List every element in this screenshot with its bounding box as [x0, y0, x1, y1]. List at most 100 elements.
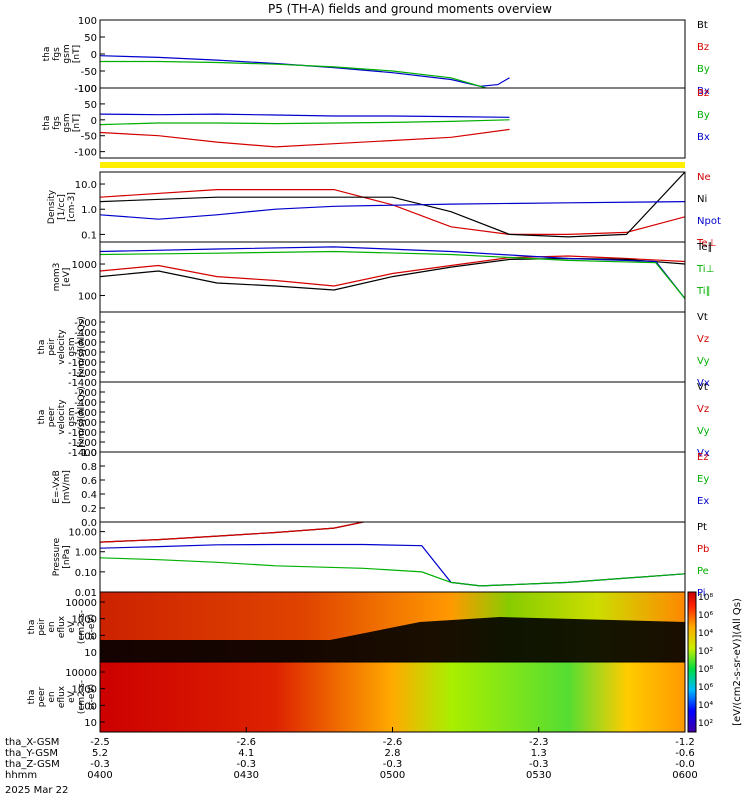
y-tick-label: 0.1: [81, 230, 97, 241]
legend-Bx: Bx: [697, 132, 710, 143]
plot-title: P5 (TH-A) fields and ground moments over…: [268, 2, 552, 16]
panels: 100500-50-100thafgsgsm[nT]BtBzByBx100500…: [27, 16, 743, 733]
legend-Bt: Bt: [697, 20, 708, 31]
series-line-Bz: [100, 128, 510, 148]
y-tick-label: 1.0: [81, 448, 97, 459]
panel-frame: [99, 87, 686, 159]
legend-Npot: Npot: [697, 216, 721, 227]
x-axis: [99, 727, 686, 732]
panel-density: 10.0 1.0 0.1 Density[1/cc][cm-3] Ne Ni Npot Te⊥: [47, 171, 721, 249]
orbit-row-label: tha_Y-GSM: [5, 748, 58, 759]
legend-Ez: Ez: [697, 452, 709, 463]
legend-Bx: Bx: [697, 86, 710, 97]
y-tick-label: -200: [74, 318, 97, 329]
y-tick-label: 10: [84, 648, 97, 659]
y-tick-label: 0: [91, 50, 97, 61]
series-line-Bx: [100, 113, 510, 118]
series-line-Npot: [100, 201, 685, 220]
orbit-value: 0600: [672, 770, 697, 781]
y-tick-label: 10000: [65, 598, 97, 609]
legend-Vy: Vy: [697, 426, 710, 437]
colorbar-tick-lower: 10⁴: [698, 701, 713, 711]
orbit-value: -0.3: [529, 759, 549, 770]
y-tick-label: -800: [74, 418, 97, 429]
panel-peer_spec: 10000 1000 100 10 thapeerenefluxeV(cm2-s-sr-…: [27, 661, 686, 733]
orbit-value: -2.5: [90, 737, 110, 748]
y-tick-label: 1.0: [81, 205, 97, 216]
legend-Pe: Pe: [697, 566, 709, 577]
y-tick-label: -200: [74, 388, 97, 399]
orbit-value: 5.2: [92, 748, 108, 759]
legend-By: By: [697, 110, 710, 121]
y-tick-label: 50: [84, 33, 97, 44]
series-line-Ti∥: [100, 250, 685, 299]
y-tick-label: 1000: [72, 260, 97, 271]
panel-temp: 1000 100 mom3[eV] Te∥ Ti⊥ Ti∥: [52, 241, 714, 313]
y-tick-label: -1200: [68, 438, 97, 449]
y-tick-label: 10.00: [68, 528, 97, 539]
legend-Bz: Bz: [697, 88, 709, 99]
colorbar-tick-upper: 10⁸: [698, 593, 713, 603]
colorbar-tick-upper: 10⁶: [698, 611, 713, 621]
series-line-Pt: [100, 522, 364, 543]
series-line-Te∥: [100, 257, 685, 291]
y-tick-label: 0.0: [81, 518, 97, 529]
series-line-Ti⊥: [100, 246, 685, 299]
legend-Ey: Ey: [697, 474, 709, 485]
y-tick-label: 10: [84, 718, 97, 729]
orbit-value: -1.2: [675, 737, 695, 748]
legend-Ne: Ne: [697, 172, 711, 183]
colorbar: 10⁸ 10⁶ 10⁴ 10² 10⁸ 10⁶ 10⁴ 10² [eV/(cm2-s-sr-eV…: [687, 591, 743, 733]
y-tick-label: 0.6: [81, 476, 97, 487]
y-tick-label: 100: [78, 292, 97, 303]
y-tick-label: 0.4: [81, 490, 97, 501]
y-axis-label: thapeirvelocitygsm[km/s](All Qs): [37, 316, 87, 378]
y-tick-label: 1000: [72, 685, 97, 696]
legend-Te∥: Te∥: [696, 242, 713, 253]
legend-Vt: Vt: [697, 382, 708, 393]
y-tick-label: -100: [74, 84, 97, 95]
y-axis-label: thapeerenefluxeV(cm2-s-sr-eV): [27, 680, 97, 714]
legend-Ti⊥: Ti⊥: [696, 264, 714, 275]
legend-Pb: Pb: [697, 544, 709, 555]
panel-frame: [99, 19, 686, 89]
panel-peir_spec: 10000 1000 100 10 thapeirenefluxeV(cm2-s-sr-…: [27, 591, 686, 663]
y-tick-label: -50: [81, 132, 97, 143]
panel-frame: [99, 451, 686, 523]
legend-By: By: [697, 64, 710, 75]
legend-Vz: Vz: [697, 334, 709, 345]
y-tick-label: -400: [74, 328, 97, 339]
y-tick-label: -1400: [68, 378, 97, 389]
colorbar-tick-upper: 10⁴: [698, 629, 713, 639]
y-tick-label: 1.00: [75, 548, 97, 559]
panel-frame: [99, 171, 686, 243]
y-tick-label: -100: [74, 148, 97, 159]
y-tick-label: -1000: [68, 428, 97, 439]
panel-frame: [99, 311, 686, 383]
status-bar-fill: [100, 162, 685, 168]
y-tick-label: -600: [74, 408, 97, 419]
panel-efield: 1.0 0.8 0.6 0.4 0.2 0.0 E=-VxB[mV/m] Ez Ey Ex: [52, 448, 709, 529]
y-tick-label: -400: [74, 398, 97, 409]
orbit-value: -2.6: [383, 737, 403, 748]
panel-peer_vel: -200-400-600-800-1000-1200-1400thapeerve…: [37, 381, 710, 459]
series-line-By: [100, 60, 487, 88]
orbit-value: -0.0: [675, 759, 695, 770]
series-line-Pe: [100, 557, 685, 587]
orbit-value: -0.3: [383, 759, 403, 770]
legend-Pi: Pi: [697, 588, 706, 599]
colorbar-tick-lower: 10⁶: [698, 683, 713, 693]
y-tick-label: 0.8: [81, 462, 97, 473]
series-line-Ne: [100, 189, 685, 235]
legend-Vz: Vz: [697, 404, 709, 415]
legend-Bz: Bz: [697, 42, 709, 53]
orbit-table: tha_X-GSM -2.5 -2.6 -2.6 -2.3 -1.2 tha_Y-GSM 5.…: [5, 737, 698, 781]
colorbar-tick-upper: 10²: [698, 647, 713, 657]
y-tick-label: 100: [78, 701, 97, 712]
orbit-value: 0400: [87, 770, 112, 781]
y-tick-label: -1000: [68, 358, 97, 369]
spectrogram-background-mask: [100, 617, 685, 662]
y-tick-label: 50: [84, 100, 97, 111]
panel-frame: [99, 381, 686, 453]
series-line-Ni: [100, 172, 685, 238]
